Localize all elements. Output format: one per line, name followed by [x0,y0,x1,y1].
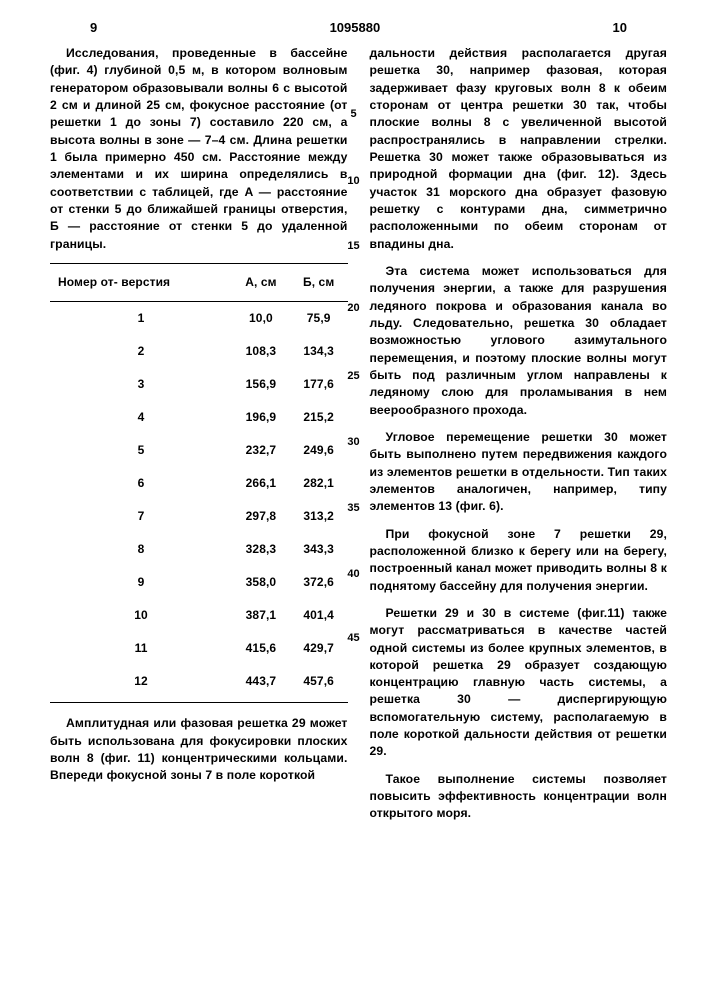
table-cell: 401,4 [290,599,348,632]
table-cell: 10 [50,599,232,632]
table-cell: 232,7 [232,434,290,467]
table-header-b: Б, см [290,263,348,301]
table-cell: 12 [50,665,232,703]
margin-line-number: 30 [347,436,359,448]
table-cell: 313,2 [290,500,348,533]
margin-line-number: 5 [350,108,356,120]
table-cell: 134,3 [290,335,348,368]
table-row: 4196,9215,2 [50,401,348,434]
table-cell: 5 [50,434,232,467]
table-cell: 415,6 [232,632,290,665]
left-column: Исследования, проведенные в бассейне (фи… [50,45,348,833]
table-row: 6266,1282,1 [50,467,348,500]
table-header-num: Номер от- верстия [50,263,232,301]
table-cell: 387,1 [232,599,290,632]
table-row: 12443,7457,6 [50,665,348,703]
table-cell: 443,7 [232,665,290,703]
right-para-5: Решетки 29 и 30 в системе (фиг.11) также… [370,605,668,761]
right-column: дальности действия располагается другая … [370,45,668,833]
table-row: 9358,0372,6 [50,566,348,599]
page-header: 9 1095880 10 [50,20,667,35]
table-cell: 8 [50,533,232,566]
margin-line-number: 10 [347,175,359,187]
right-para-4: При фокусной зоне 7 решетки 29, располож… [370,526,668,595]
document-number: 1095880 [330,20,381,35]
table-row: 10387,1401,4 [50,599,348,632]
margin-line-number: 15 [347,240,359,252]
table-cell: 75,9 [290,301,348,335]
table-header-a: A, см [232,263,290,301]
page-num-right: 10 [613,20,627,35]
page-num-left: 9 [90,20,97,35]
table-cell: 156,9 [232,368,290,401]
table-cell: 177,6 [290,368,348,401]
table-row: 5232,7249,6 [50,434,348,467]
margin-line-number: 35 [347,502,359,514]
table-cell: 215,2 [290,401,348,434]
table-cell: 1 [50,301,232,335]
right-para-1: дальности действия располагается другая … [370,45,668,253]
table-cell: 358,0 [232,566,290,599]
table-cell: 4 [50,401,232,434]
margin-line-number: 20 [347,302,359,314]
table-row: 110,075,9 [50,301,348,335]
data-table: Номер от- верстия A, см Б, см 110,075,92… [50,263,348,703]
table-row: 3156,9177,6 [50,368,348,401]
table-cell: 6 [50,467,232,500]
left-para-1: Исследования, проведенные в бассейне (фи… [50,45,348,253]
table-cell: 343,3 [290,533,348,566]
page: 9 1095880 10 Исследования, проведенные в… [0,0,707,853]
left-para-2: Амплитудная или фазовая решетка 29 может… [50,715,348,784]
table-cell: 11 [50,632,232,665]
table-cell: 297,8 [232,500,290,533]
table-row: 7297,8313,2 [50,500,348,533]
margin-line-number: 40 [347,568,359,580]
table-cell: 249,6 [290,434,348,467]
right-para-6: Такое выполнение системы позволяет повыс… [370,771,668,823]
table-cell: 328,3 [232,533,290,566]
table-cell: 2 [50,335,232,368]
table-row: 2108,3134,3 [50,335,348,368]
right-para-3: Угловое перемещение решетки 30 может быт… [370,429,668,516]
table-cell: 282,1 [290,467,348,500]
table-cell: 457,6 [290,665,348,703]
margin-line-number: 45 [347,632,359,644]
table-cell: 3 [50,368,232,401]
table-row: 11415,6429,7 [50,632,348,665]
margin-line-number: 25 [347,370,359,382]
table-cell: 108,3 [232,335,290,368]
right-para-2: Эта система может использоваться для пол… [370,263,668,419]
table-cell: 429,7 [290,632,348,665]
table-cell: 196,9 [232,401,290,434]
table-cell: 7 [50,500,232,533]
table-cell: 9 [50,566,232,599]
table-cell: 266,1 [232,467,290,500]
table-cell: 372,6 [290,566,348,599]
table-cell: 10,0 [232,301,290,335]
table-row: 8328,3343,3 [50,533,348,566]
